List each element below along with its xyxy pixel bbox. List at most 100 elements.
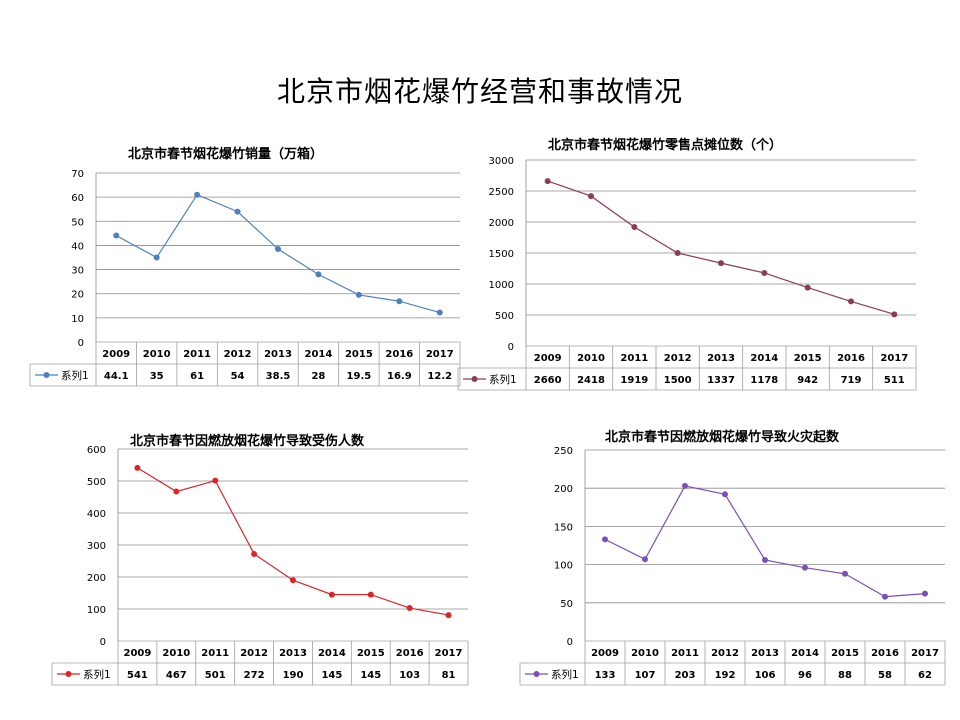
data-point	[436, 309, 443, 316]
y-tick-label: 40	[71, 241, 84, 252]
y-tick-label: 1000	[489, 280, 514, 291]
data-label: 2660	[534, 375, 562, 386]
data-point	[674, 250, 681, 256]
x-tick-label: 2012	[711, 648, 739, 659]
y-tick-label: 400	[87, 509, 106, 520]
y-tick-label: 70	[71, 169, 84, 180]
legend-label: 系列1	[489, 373, 517, 386]
data-point	[367, 591, 374, 598]
data-point	[445, 612, 452, 619]
x-tick-label: 2016	[385, 349, 413, 360]
y-tick-label: 150	[554, 522, 573, 533]
y-tick-label: 2000	[489, 218, 514, 229]
data-label: 38.5	[266, 371, 291, 382]
data-label: 2418	[577, 375, 605, 386]
series-line	[604, 485, 926, 598]
data-label: 203	[675, 670, 696, 681]
data-point	[722, 491, 728, 498]
data-label: 16.9	[387, 371, 412, 382]
x-tick-label: 2016	[871, 648, 899, 659]
x-tick-label: 2015	[794, 353, 822, 364]
data-point	[212, 477, 219, 484]
data-point	[842, 570, 848, 577]
data-point	[761, 269, 768, 276]
y-tick-label: 3000	[489, 156, 514, 167]
x-tick-label: 2009	[124, 648, 152, 659]
data-point	[153, 254, 160, 261]
y-tick-label: 20	[71, 290, 84, 301]
y-tick-label: 100	[87, 605, 106, 616]
x-tick-label: 2009	[534, 353, 562, 364]
data-point	[315, 271, 322, 278]
x-tick-label: 2012	[224, 349, 252, 360]
data-label: 103	[399, 670, 420, 681]
y-tick-label: 0	[78, 338, 84, 349]
data-label: 61	[190, 371, 204, 382]
y-tick-label: 200	[87, 573, 106, 584]
y-tick-label: 50	[71, 217, 84, 228]
x-tick-label: 2010	[143, 349, 171, 360]
chart-title-stalls: 北京市春节烟花爆竹零售点摊位数（个）	[548, 138, 783, 153]
data-point	[882, 593, 888, 600]
data-point	[802, 564, 808, 571]
x-tick-label: 2016	[837, 353, 865, 364]
x-tick-label: 2013	[707, 353, 735, 364]
x-tick-label: 2015	[357, 648, 385, 659]
data-point	[406, 605, 413, 612]
x-tick-label: 2010	[577, 353, 605, 364]
y-tick-label: 60	[71, 193, 84, 204]
x-tick-label: 2017	[426, 349, 454, 360]
legend-marker	[65, 671, 72, 677]
data-label: 1337	[707, 375, 735, 386]
x-tick-label: 2014	[318, 648, 346, 659]
x-tick-label: 2015	[831, 648, 859, 659]
x-tick-label: 2011	[620, 353, 648, 364]
data-point	[544, 178, 551, 185]
data-point	[134, 464, 141, 471]
y-tick-label: 200	[554, 484, 573, 495]
legend-label: 系列1	[551, 668, 579, 681]
data-label: 272	[244, 670, 265, 681]
x-tick-label: 2014	[750, 353, 778, 364]
data-point	[588, 193, 594, 200]
x-tick-label: 2017	[880, 353, 908, 364]
data-point	[848, 298, 854, 305]
data-point	[804, 284, 811, 291]
x-tick-label: 2015	[345, 349, 373, 360]
chart-title-sales: 北京市春节烟花爆竹销量（万箱）	[128, 147, 324, 162]
data-label: 719	[841, 375, 862, 386]
x-tick-label: 2010	[631, 648, 659, 659]
data-label: 541	[127, 670, 148, 681]
y-tick-label: 50	[560, 599, 573, 610]
data-label: 12.2	[427, 371, 452, 382]
data-label: 28	[311, 371, 325, 382]
x-tick-label: 2014	[791, 648, 819, 659]
data-point	[355, 291, 362, 298]
data-label: 62	[918, 670, 932, 681]
data-label: 133	[595, 670, 616, 681]
chart-title-injuries: 北京市春节因燃放烟花爆竹导致受伤人数	[130, 434, 365, 449]
data-label: 501	[205, 670, 226, 681]
data-label: 511	[884, 375, 905, 386]
y-tick-label: 0	[508, 342, 514, 353]
x-tick-label: 2013	[264, 349, 292, 360]
data-point	[642, 556, 648, 563]
y-tick-label: 250	[554, 446, 573, 457]
data-point	[396, 298, 403, 305]
y-tick-label: 0	[567, 637, 573, 648]
legend-marker	[43, 372, 50, 378]
data-point	[251, 550, 258, 557]
data-label: 96	[798, 670, 812, 681]
x-tick-label: 2012	[664, 353, 692, 364]
data-label: 145	[321, 670, 342, 681]
data-point	[113, 232, 120, 239]
x-tick-label: 2009	[591, 648, 619, 659]
y-tick-label: 100	[554, 561, 573, 572]
legend-label: 系列1	[61, 369, 89, 382]
data-label: 145	[360, 670, 381, 681]
data-point	[682, 482, 688, 489]
legend-label: 系列1	[83, 668, 111, 681]
data-point	[718, 260, 724, 267]
